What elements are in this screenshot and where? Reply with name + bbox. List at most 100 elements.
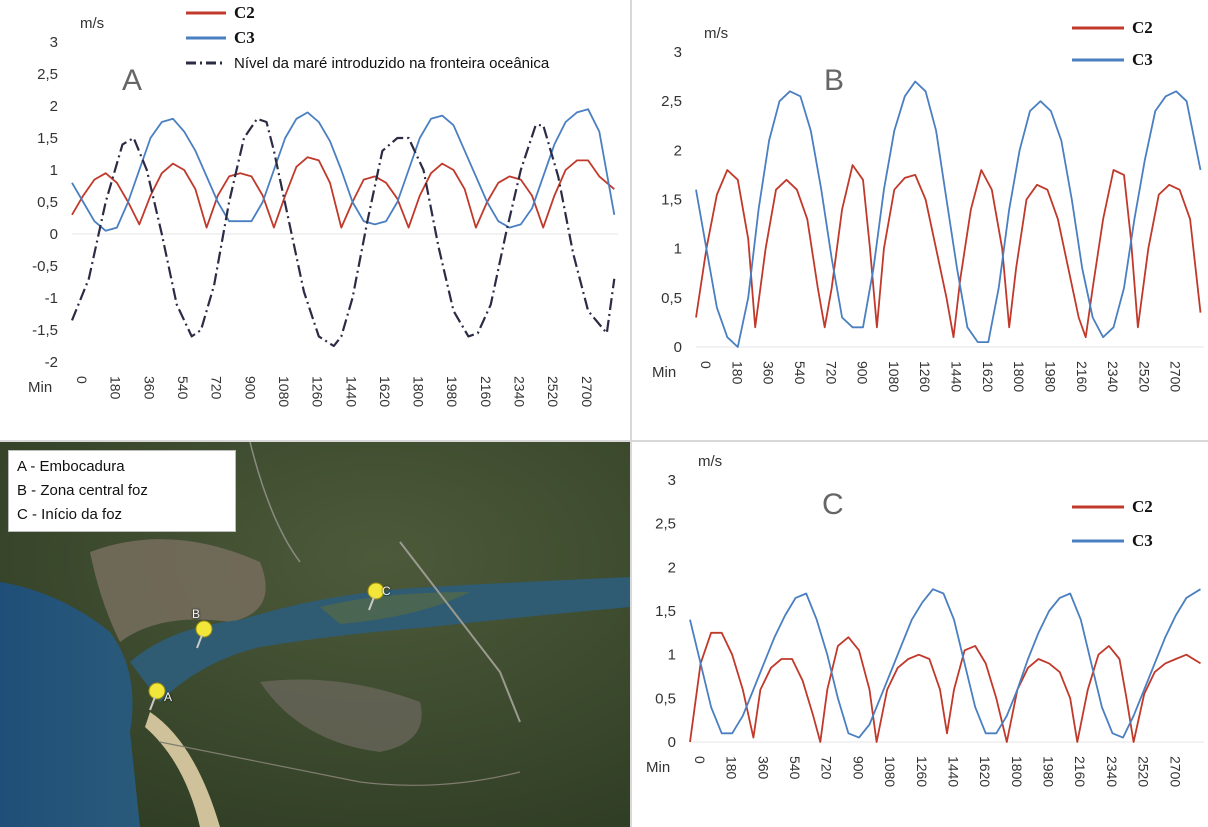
pushpin-icon-b [192, 620, 216, 655]
x-tick-label: 1800 [1009, 756, 1025, 787]
x-tick-label: 2340 [512, 376, 528, 407]
x-tick-label: 360 [755, 756, 771, 780]
y-tick-label: -1,5 [32, 322, 58, 339]
x-tick-label: 180 [729, 361, 745, 385]
x-tick-label: 360 [141, 376, 157, 400]
x-tick-label: 0 [698, 361, 714, 369]
x-tick-label: 0 [692, 756, 708, 764]
chart-panel-a: 3 2,5 2 1,5 1 0,5 0 -0,5 -1 -1,5 -2 m/s 0 180 360 540 72… [28, 3, 618, 407]
map-legend-item-c: C - Início da foz [17, 506, 123, 523]
x-tick-label: 2700 [1168, 361, 1184, 392]
panel-letter-c: C [822, 488, 844, 521]
horizontal-divider [0, 440, 1208, 442]
y-tick-label: 2 [50, 98, 58, 115]
panel-letter-b: B [824, 64, 844, 97]
x-tick-label: 1620 [377, 376, 393, 407]
x-tick-label: 2340 [1104, 756, 1120, 787]
x-axis-label: Min [28, 379, 52, 396]
x-tick-label: 2700 [1167, 756, 1183, 787]
x-axis-label: Min [652, 364, 676, 381]
y-tick-label: 1,5 [37, 130, 58, 147]
x-tick-label: 2160 [478, 376, 494, 407]
y-tick-label: 0 [674, 339, 682, 356]
x-tick-label: 1980 [1042, 361, 1058, 392]
x-tick-label: 1620 [980, 361, 996, 392]
y-tick-label: 1,5 [661, 192, 682, 209]
x-tick-label: 1800 [411, 376, 427, 407]
x-tick-label: 1260 [914, 756, 930, 787]
y-tick-label: 2,5 [37, 66, 58, 83]
marker-label-b: B [192, 607, 201, 621]
y-tick-label: 0,5 [37, 194, 58, 211]
y-tick-label: 0,5 [661, 290, 682, 307]
x-tick-label: 540 [787, 756, 803, 780]
x-tick-label: 1440 [949, 361, 965, 392]
panel-letter-a: A [122, 64, 142, 97]
x-tick-label: 720 [819, 756, 835, 780]
unit-label: m/s [698, 453, 722, 470]
map-legend-item-a: A - Embocadura [17, 458, 125, 475]
y-tick-label: 2,5 [661, 93, 682, 110]
marker-label-c: C [382, 584, 391, 598]
x-tick-label: 0 [74, 376, 90, 384]
x-tick-label: 1440 [343, 376, 359, 407]
pushpin-icon-c [364, 582, 388, 617]
vertical-divider [630, 0, 632, 827]
x-tick-label: 2340 [1105, 361, 1121, 392]
legend-label-0: C2 [1132, 18, 1153, 37]
legend-label-2: Nível da maré introduzido na fronteira o… [234, 55, 550, 72]
legend-label-0: C2 [1132, 497, 1153, 516]
y-tick-label: 2 [674, 142, 682, 159]
x-tick-label: 1440 [945, 756, 961, 787]
x-tick-label: 2160 [1074, 361, 1090, 392]
y-tick-label: 3 [668, 472, 676, 489]
y-tick-label: 1 [50, 162, 58, 179]
chart-panel-b: 3 2,5 2 1,5 1 0,5 0 m/s 0 180 360 540 720 900 1080 1260… [652, 18, 1204, 392]
y-tick-label: 1 [668, 647, 676, 664]
x-tick-label: 720 [823, 361, 839, 385]
y-tick-label: 0,5 [655, 690, 676, 707]
series-line-c3 [695, 80, 1202, 348]
x-tick-label: 2160 [1072, 756, 1088, 787]
x-tick-label: 1260 [917, 361, 933, 392]
x-tick-label: 2520 [1136, 756, 1152, 787]
satellite-map: A - Embocadura B - Zona central foz C - … [0, 442, 630, 827]
map-legend: A - Embocadura B - Zona central foz C - … [8, 450, 236, 532]
y-tick-label: 2,5 [655, 516, 676, 533]
x-tick-label: 180 [108, 376, 124, 400]
x-axis-label: Min [646, 759, 670, 776]
unit-label: m/s [704, 25, 728, 42]
x-tick-label: 180 [724, 756, 740, 780]
y-tick-label: 0 [668, 734, 676, 751]
series-line-c2 [689, 631, 1201, 743]
map-legend-item-b: B - Zona central foz [17, 482, 148, 499]
x-tick-label: 1260 [310, 376, 326, 407]
x-tick-label: 900 [850, 756, 866, 780]
x-tick-label: 720 [209, 376, 225, 400]
x-tick-label: 1980 [444, 376, 460, 407]
y-tick-label: 2 [668, 559, 676, 576]
x-tick-label: 1080 [276, 376, 292, 407]
x-tick-label: 1980 [1041, 756, 1057, 787]
y-tick-label: 3 [50, 34, 58, 51]
series-line-c3 [71, 108, 616, 232]
x-tick-label: 1620 [977, 756, 993, 787]
x-tick-label: 1080 [882, 756, 898, 787]
pushpin-icon-a [145, 682, 169, 717]
x-tick-label: 900 [855, 361, 871, 385]
legend-label-1: C3 [234, 28, 255, 47]
x-tick-label: 540 [175, 376, 191, 400]
x-tick-label: 900 [242, 376, 258, 400]
x-tick-label: 2700 [579, 376, 595, 407]
legend-label-1: C3 [1132, 531, 1153, 550]
y-tick-label: 0 [50, 226, 58, 243]
x-tick-label: 1080 [886, 361, 902, 392]
series-line-tide [70, 117, 616, 348]
y-tick-label: -0,5 [32, 258, 58, 275]
series-line-c3 [689, 588, 1201, 739]
marker-label-a: A [164, 690, 173, 704]
x-tick-label: 2520 [545, 376, 561, 407]
legend-label-0: C2 [234, 3, 255, 22]
y-tick-label: 1 [674, 241, 682, 258]
x-tick-label: 1800 [1011, 361, 1027, 392]
